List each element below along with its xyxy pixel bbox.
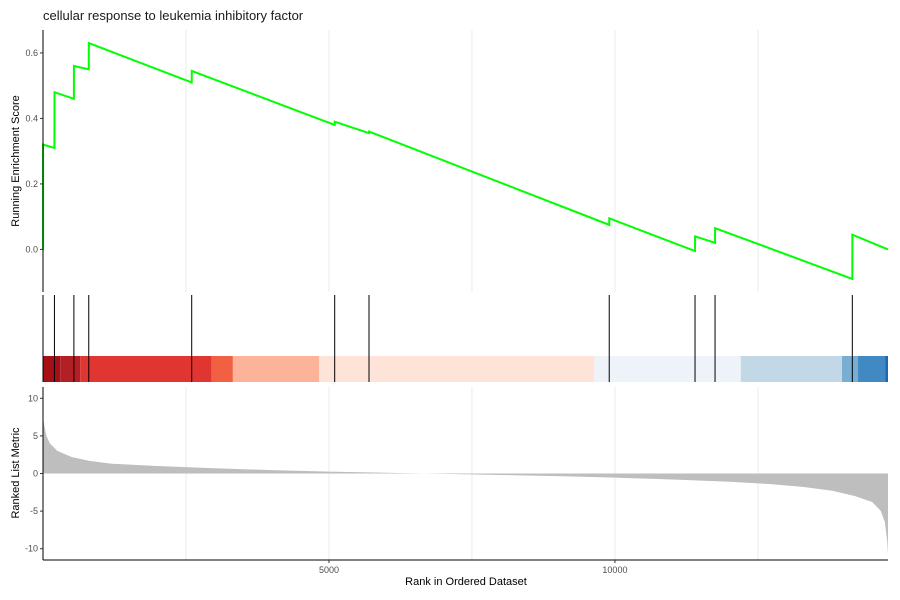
heatmap-segment <box>211 356 233 382</box>
heatmap-segment <box>594 356 741 382</box>
y-tick-label-score: 0.6 <box>25 48 38 58</box>
y-axis-label-ranked-metric: Ranked List Metric <box>10 427 22 519</box>
heatmap-segment <box>319 356 595 382</box>
running-score-line <box>42 41 889 281</box>
tick-labels: 0.0 0.2 0.4 0.6 -10 -5 0 5 10 5000 10000 <box>25 48 627 575</box>
y-tick-label-metric: 5 <box>33 431 38 441</box>
x-tick-label: 10000 <box>602 565 627 575</box>
heatmap-segment <box>885 356 888 382</box>
y-tick-label-metric: -10 <box>25 544 38 554</box>
y-tick-label-score: 0.4 <box>25 113 38 123</box>
heatmap-segment <box>740 356 843 382</box>
gene-hit-marks <box>42 295 853 382</box>
y-axis-label-running-score: Running Enrichment Score <box>10 95 22 226</box>
heatmap-segment <box>80 356 212 382</box>
heatmap-segment <box>43 356 61 382</box>
heatmap-segment <box>858 356 886 382</box>
ranked-metric-area <box>43 417 888 555</box>
heatmap-segment <box>232 356 320 382</box>
heatmap-segment <box>842 356 859 382</box>
x-axis-label: Rank in Ordered Dataset <box>405 576 527 588</box>
y-tick-label-score: 0.0 <box>25 244 38 254</box>
heatmap-segment <box>60 356 81 382</box>
y-tick-label-metric: 10 <box>28 393 38 403</box>
x-tick-label: 5000 <box>319 565 339 575</box>
rank-heatmap <box>43 356 888 382</box>
grid-lines <box>185 30 759 560</box>
y-tick-label-score: 0.2 <box>25 179 38 189</box>
ranked-metric-fill <box>43 417 888 555</box>
running-score-series <box>42 41 889 281</box>
y-tick-label-metric: 0 <box>33 469 38 479</box>
chart-title: cellular response to leukemia inhibitory… <box>43 8 304 23</box>
y-tick-label-metric: -5 <box>30 506 38 516</box>
